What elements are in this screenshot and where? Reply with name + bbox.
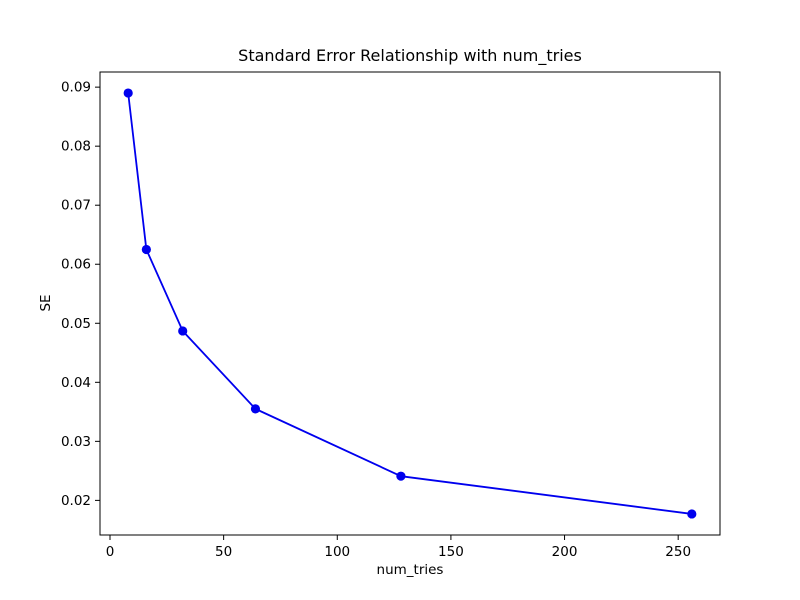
y-tick-label: 0.07 — [61, 198, 91, 214]
y-tick-label: 0.09 — [61, 80, 91, 96]
data-point — [396, 471, 406, 481]
data-point — [687, 509, 697, 519]
axes-box — [99, 71, 721, 536]
data-point — [178, 326, 188, 336]
x-tick-label: 0 — [106, 544, 115, 560]
y-tick-label: 0.05 — [61, 316, 91, 332]
y-tick-label: 0.02 — [61, 493, 91, 509]
x-tick-label: 150 — [438, 544, 464, 560]
data-point — [123, 88, 133, 98]
y-tick-label: 0.04 — [61, 375, 91, 391]
x-tick-label: 100 — [324, 544, 350, 560]
data-point — [250, 404, 261, 414]
data-point — [141, 244, 151, 255]
x-tick-label: 50 — [215, 544, 232, 560]
data-line — [127, 92, 693, 515]
x-axis-label: num_tries — [376, 562, 444, 578]
y-tick-label: 0.06 — [61, 257, 91, 273]
y-tick-label: 0.03 — [61, 434, 91, 450]
chart-title: Standard Error Relationship with num_tri… — [238, 46, 582, 65]
x-tick-label: 250 — [665, 544, 691, 560]
x-tick-label: 200 — [552, 544, 578, 560]
y-tick-label: 0.08 — [61, 139, 91, 155]
